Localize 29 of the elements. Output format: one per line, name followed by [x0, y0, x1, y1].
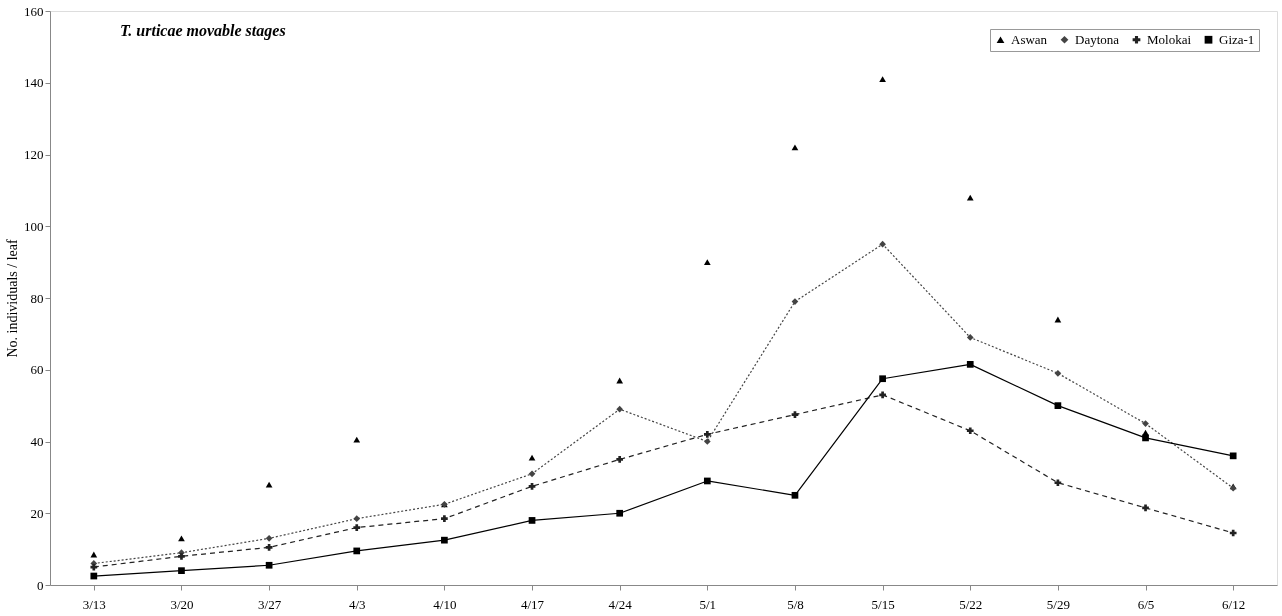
y-tick-label: 160 — [24, 3, 44, 19]
x-tick-label: 5/22 — [959, 596, 983, 612]
x-tick-label: 4/24 — [608, 596, 633, 612]
x-tick-label: 3/27 — [258, 596, 282, 612]
legend-label: Aswan — [1011, 31, 1048, 47]
x-tick-label: 4/10 — [433, 596, 457, 612]
x-tick-label: 5/15 — [871, 596, 895, 612]
y-tick-label: 60 — [30, 362, 44, 378]
y-tick-label: 80 — [30, 290, 44, 306]
text: T. urticae movable stages — [120, 22, 286, 40]
x-tick-label: 4/17 — [520, 596, 545, 612]
legend-label: Daytona — [1075, 31, 1120, 47]
y-tick-label: 0 — [37, 577, 44, 593]
y-tick-label: 40 — [30, 434, 44, 449]
y-tick-label: 140 — [24, 75, 44, 91]
x-tick-label: 6/12 — [1222, 596, 1246, 612]
y-tick-label: 100 — [24, 218, 44, 234]
y-tick-label: 20 — [30, 505, 44, 521]
x-tick-label: 5/8 — [787, 596, 804, 612]
legend-label: Molokai — [1147, 31, 1192, 47]
y-tick-label: 120 — [24, 147, 44, 162]
x-tick-label: 3/13 — [82, 596, 106, 612]
x-tick-label: 4/3 — [348, 596, 366, 612]
y-axis-title: No. individuals / leaf — [5, 239, 20, 358]
x-tick-label: 3/20 — [170, 596, 194, 612]
x-tick-label: 5/1 — [699, 596, 717, 612]
legend-label: Giza-1 — [1219, 31, 1255, 47]
x-tick-label: 5/29 — [1046, 596, 1070, 612]
x-tick-label: 6/5 — [1137, 596, 1155, 612]
